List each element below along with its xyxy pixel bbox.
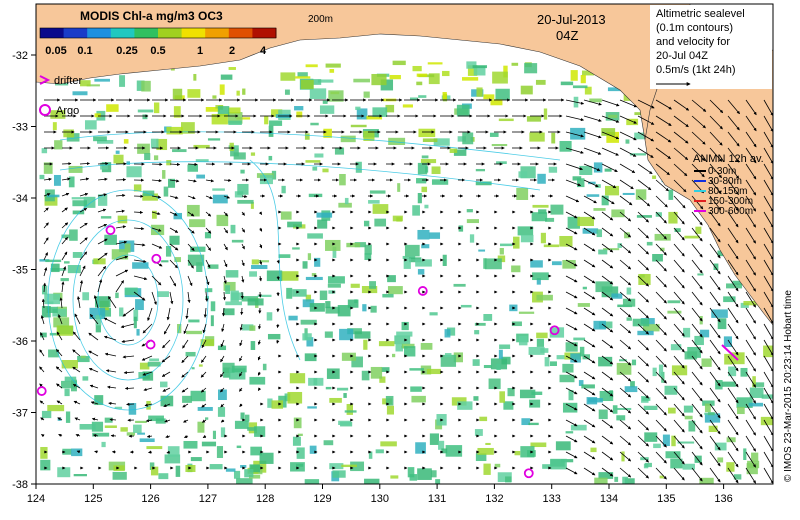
date-label: 20-Jul-2013 (537, 12, 606, 27)
colorbar-swatch (63, 28, 88, 38)
anmn-legend: ANMN 12h av. 0-30m30-80m80-150m150-300m3… (693, 153, 764, 217)
argo-label: Argo (56, 105, 79, 117)
time-label: 04Z (556, 28, 578, 43)
colorbar-swatch (158, 28, 183, 38)
velocity-arrows (39, 98, 773, 484)
argo-float-marker (36, 386, 47, 396)
x-tick-label: 130 (371, 493, 389, 505)
x-tick-label: 134 (600, 493, 618, 505)
argo-float-marker (151, 253, 162, 264)
y-tick-label: -34 (12, 193, 28, 205)
y-tick-label: -36 (12, 336, 28, 348)
plot-frame (35, 3, 774, 485)
colorbar-tick-label: 4 (260, 45, 267, 57)
colorbar-swatch (205, 28, 230, 38)
argo-float-marker (105, 225, 116, 236)
colorbar-tick-label: 0.1 (77, 45, 92, 57)
credit-text: © IMOS 23-Mar-2015 20:23:14 Hobart time (783, 290, 794, 482)
info-line5: 0.5m/s (1kt 24h) (656, 64, 735, 76)
anmn-title: ANMN 12h av. (693, 153, 764, 165)
legend: drifter Argo (39, 75, 82, 117)
x-tick-label: 131 (428, 493, 446, 505)
y-tick-label: -37 (12, 408, 28, 420)
y-tick-label: -33 (12, 122, 28, 134)
argo-float-marker (417, 286, 428, 296)
x-tick-label: 132 (485, 493, 503, 505)
product-title: MODIS Chl-a mg/m3 OC3 (80, 9, 223, 23)
drifter-track (721, 344, 739, 361)
colorbar-tick-label: 1 (197, 45, 203, 57)
y-axis: -32 -33 -34 -35 -36 -37 -38 (12, 50, 36, 491)
colorbar-frame (39, 27, 277, 39)
x-tick-label: 127 (199, 493, 217, 505)
x-tick-label: 124 (27, 493, 45, 505)
colorbar-tick-label: 2 (229, 45, 235, 57)
info-box: Altimetric sealevel (0.1m contours) and … (650, 5, 772, 89)
colorbar-tick-label: 0.25 (116, 45, 137, 57)
colorbar-tick-label: 0.05 (45, 45, 66, 57)
x-tick-label: 126 (141, 493, 159, 505)
info-line1: Altimetric sealevel (656, 8, 745, 20)
anmn-item-label: 80-150m (708, 186, 747, 197)
argo-float-marker (523, 468, 534, 479)
y-tick-label: -35 (12, 265, 28, 277)
anmn-item-label: 150-300m (708, 196, 753, 207)
isobath-label: 200m (308, 14, 333, 25)
argo-icon (39, 104, 51, 116)
colorbar-swatch (40, 28, 65, 38)
colorbar-tick-label: 0.5 (150, 45, 165, 57)
drifter-icon (39, 75, 51, 85)
info-line3: and velocity for (656, 36, 730, 48)
y-tick-label: -32 (12, 50, 28, 62)
x-tick-label: 125 (84, 493, 102, 505)
x-tick-label: 135 (657, 493, 675, 505)
colorbar-swatch (181, 28, 206, 38)
colorbar-swatch (228, 28, 253, 38)
info-line2: (0.1m contours) (656, 22, 733, 34)
x-tick-label: 133 (543, 493, 561, 505)
y-tick-label: -38 (12, 479, 28, 491)
colorbar-swatch (87, 28, 112, 38)
drifter-label: drifter (54, 75, 82, 87)
anmn-item-label: 0-30m (708, 166, 736, 177)
info-line4: 20-Jul 04Z (656, 50, 708, 62)
x-tick-label: 129 (313, 493, 331, 505)
colorbar-swatch (252, 28, 277, 38)
x-tick-label: 136 (714, 493, 732, 505)
colorbar: MODIS Chl-a mg/m3 OC3 0.05 0.1 0.25 0.5 1 2 4 (39, 9, 277, 57)
x-tick-label: 128 (256, 493, 274, 505)
colorbar-swatch (134, 28, 159, 38)
colorbar-swatch (110, 28, 135, 38)
argo-float-marker (145, 339, 156, 350)
argo-float-marker (549, 325, 560, 336)
anmn-item-label: 30-80m (708, 176, 742, 187)
argo-floats (36, 225, 560, 479)
x-axis: 124 125 126 127 128 129 130 131 132 133 134 135 136 (27, 484, 733, 505)
anmn-item-label: 300-600m (708, 206, 753, 217)
